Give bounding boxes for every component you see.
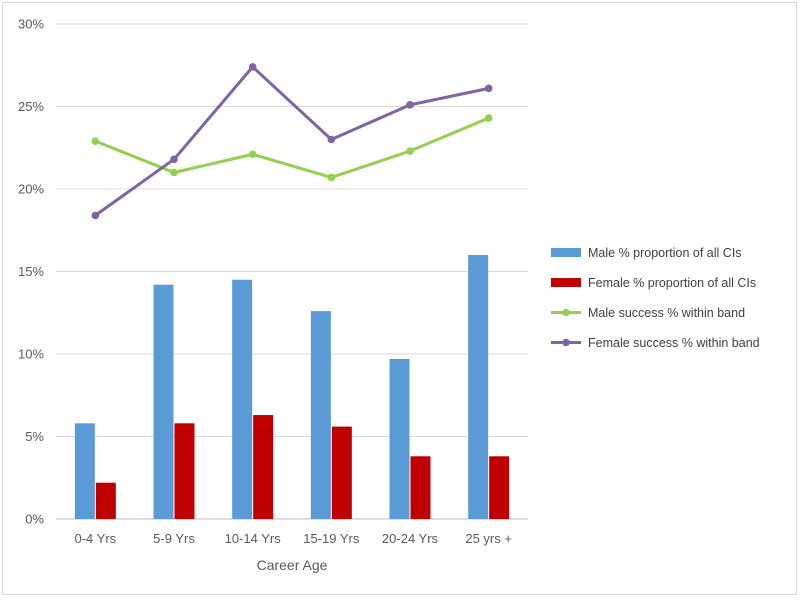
bar-female-proportion bbox=[410, 456, 431, 519]
legend-item: Female success % within band bbox=[551, 336, 760, 350]
combo-chart: 0% 5% 10% 15% 20% 25% 30% 0-4 Yrs 5-9 Yrs 10-14 … bbox=[18, 17, 760, 574]
legend-marker bbox=[562, 338, 570, 347]
y-tick-label: 20% bbox=[18, 182, 44, 197]
point-female-success bbox=[406, 101, 414, 109]
x-tick-label: 15-19 Yrs bbox=[303, 531, 360, 546]
y-tick-label: 25% bbox=[18, 99, 44, 114]
point-male-success bbox=[248, 150, 257, 159]
legend-marker bbox=[562, 308, 570, 317]
bar-series bbox=[74, 255, 510, 519]
y-tick-label: 15% bbox=[18, 264, 44, 279]
bar-female-proportion bbox=[489, 456, 510, 519]
x-tick-label: 10-14 Yrs bbox=[225, 531, 282, 546]
y-tick-label: 5% bbox=[25, 429, 44, 444]
point-male-success bbox=[406, 147, 414, 155]
point-male-success bbox=[484, 114, 493, 122]
legend-item: Male success % within band bbox=[551, 306, 745, 320]
point-female-success bbox=[327, 135, 336, 144]
bar-female-proportion bbox=[253, 415, 274, 519]
bar-female-proportion bbox=[95, 482, 116, 519]
line-series bbox=[91, 63, 493, 220]
line-male-success bbox=[94, 116, 490, 179]
bar-male-proportion bbox=[232, 279, 253, 519]
bar-male-proportion bbox=[153, 284, 174, 519]
x-axis-title: Career Age bbox=[257, 557, 328, 573]
x-tick-label: 20-24 Yrs bbox=[382, 531, 439, 546]
legend-swatch bbox=[551, 248, 581, 257]
bar-male-proportion bbox=[74, 423, 95, 519]
bar-male-proportion bbox=[468, 255, 489, 519]
x-tick-label: 25 yrs + bbox=[465, 531, 512, 546]
legend-label: Female % proportion of all CIs bbox=[588, 276, 756, 290]
x-axis-ticks: 0-4 Yrs 5-9 Yrs 10-14 Yrs 15-19 Yrs 20-24 Yr… bbox=[74, 531, 511, 546]
x-tick-label: 5-9 Yrs bbox=[153, 531, 195, 546]
point-male-success bbox=[91, 137, 100, 145]
x-tick-label: 0-4 Yrs bbox=[74, 531, 116, 546]
gridlines bbox=[56, 23, 528, 520]
line-female-success bbox=[94, 65, 489, 217]
bar-male-proportion bbox=[389, 358, 410, 519]
legend-label: Female success % within band bbox=[588, 336, 760, 350]
bar-female-proportion bbox=[174, 423, 195, 519]
legend: Male % proportion of all CIs Female % pro… bbox=[551, 246, 760, 350]
point-male-success bbox=[170, 168, 178, 177]
legend-item: Male % proportion of all CIs bbox=[551, 246, 742, 260]
bar-male-proportion bbox=[310, 311, 331, 519]
legend-label: Male success % within band bbox=[588, 306, 745, 320]
point-female-success bbox=[248, 63, 257, 71]
bar-female-proportion bbox=[331, 426, 352, 519]
point-female-success bbox=[484, 84, 493, 93]
y-tick-label: 30% bbox=[18, 17, 44, 32]
y-tick-label: 0% bbox=[25, 512, 44, 527]
legend-label: Male % proportion of all CIs bbox=[588, 246, 742, 260]
y-axis-ticks: 0% 5% 10% 15% 20% 25% 30% bbox=[18, 17, 44, 527]
point-male-success bbox=[327, 173, 336, 182]
point-female-success bbox=[170, 155, 178, 164]
point-female-success bbox=[91, 211, 100, 220]
legend-item: Female % proportion of all CIs bbox=[551, 276, 756, 290]
y-tick-label: 10% bbox=[18, 347, 44, 362]
legend-swatch bbox=[551, 278, 581, 287]
